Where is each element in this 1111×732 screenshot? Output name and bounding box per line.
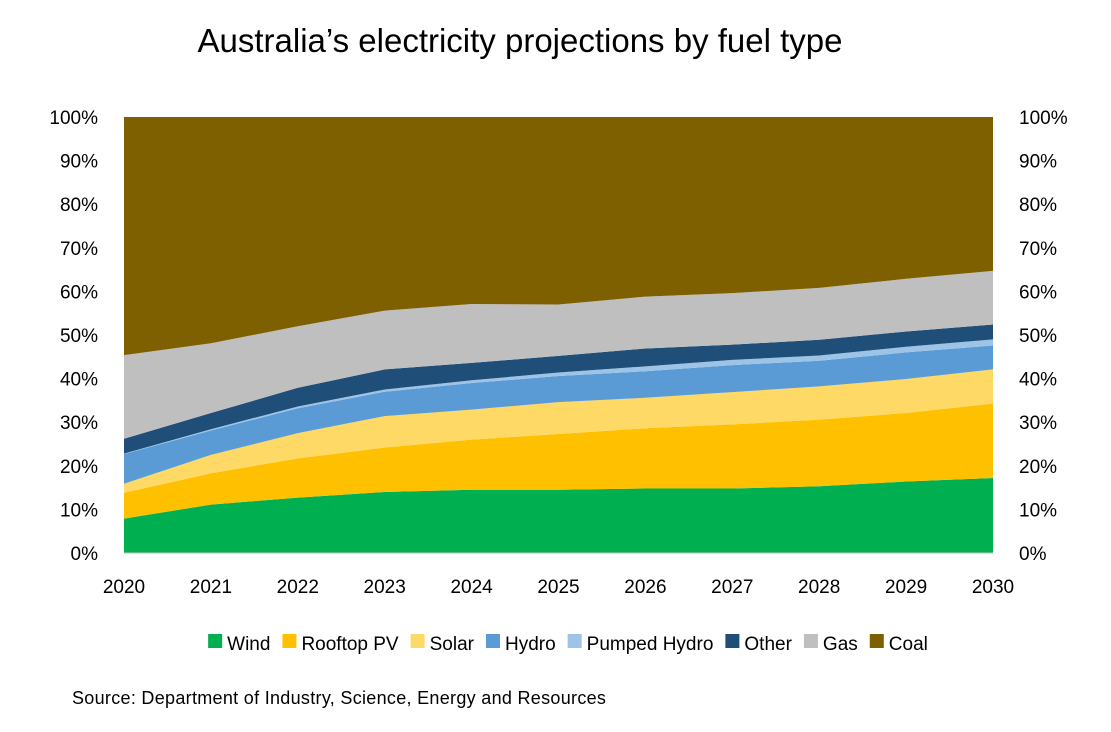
y-tick-label-left: 100% — [49, 108, 98, 129]
x-tick-label: 2028 — [798, 577, 840, 598]
x-tick-label: 2029 — [885, 577, 927, 598]
area-gas — [124, 270, 993, 439]
legend-swatch-pumped-hydro — [567, 634, 582, 648]
legend-label: Gas — [823, 634, 858, 655]
area-layers — [124, 117, 993, 553]
legend-swatch-gas — [803, 634, 818, 648]
area-solar — [124, 369, 993, 493]
y-tick-label-right: 50% — [1019, 326, 1057, 347]
y-tick-label-left: 70% — [60, 239, 98, 260]
legend-swatch-rooftop-pv — [282, 634, 297, 648]
area-pumped-hydro — [124, 339, 993, 454]
area-other — [124, 324, 993, 454]
legend-swatch-hydro — [485, 634, 500, 648]
y-tick-label-right: 10% — [1019, 500, 1057, 521]
x-tick-label: 2026 — [624, 577, 666, 598]
legend-swatch-solar — [410, 634, 425, 648]
legend-label: Rooftop PV — [301, 634, 398, 655]
legend-label: Hydro — [505, 634, 556, 655]
x-tick-label: 2027 — [711, 577, 753, 598]
y-tick-label-left: 30% — [60, 413, 98, 434]
y-tick-label-left: 40% — [60, 370, 98, 391]
x-tick-label: 2030 — [972, 577, 1014, 598]
y-tick-label-left: 10% — [60, 500, 98, 521]
legend-label: Wind — [227, 634, 270, 655]
y-tick-label-left: 0% — [71, 544, 99, 565]
y-tick-label-right: 80% — [1019, 195, 1057, 216]
chart-title: Australia’s electricity projections by f… — [197, 22, 843, 59]
legend: Wind Rooftop PV Solar Hydro Pumped Hydro Othe… — [208, 634, 928, 655]
y-tick-label-right: 90% — [1019, 152, 1057, 173]
area-rooftop-pv — [124, 403, 993, 519]
y-tick-label-left: 60% — [60, 282, 98, 303]
x-tick-label: 2023 — [364, 577, 406, 598]
legend-label: Other — [744, 634, 792, 655]
x-tick-label: 2020 — [103, 577, 145, 598]
x-tick-label: 2025 — [537, 577, 579, 598]
y-tick-label-right: 40% — [1019, 370, 1057, 391]
y-tick-label-left: 50% — [60, 326, 98, 347]
legend-label: Coal — [889, 634, 928, 655]
area-coal — [124, 117, 993, 356]
y-tick-label-left: 80% — [60, 195, 98, 216]
legend-swatch-other — [725, 634, 740, 648]
area-wind — [124, 478, 993, 553]
y-tick-label-right: 60% — [1019, 282, 1057, 303]
legend-swatch-coal — [869, 634, 884, 648]
x-tick-label: 2021 — [190, 577, 232, 598]
legend-label: Pumped Hydro — [587, 634, 714, 655]
source-note: Source: Department of Industry, Science,… — [72, 688, 607, 708]
x-tick-label: 2022 — [277, 577, 319, 598]
x-tick-label: 2024 — [450, 577, 493, 598]
y-tick-label-right: 30% — [1019, 413, 1057, 434]
axes: 0% 0% 10% 10% 20% 20% 30% 30% 40% 40% 50% 50% 60% 60%… — [49, 108, 1067, 598]
y-tick-label-right: 70% — [1019, 239, 1057, 260]
y-tick-label-left: 90% — [60, 152, 98, 173]
y-tick-label-right: 20% — [1019, 457, 1057, 478]
legend-label: Solar — [430, 634, 475, 655]
y-tick-label-right: 0% — [1019, 544, 1047, 565]
area-hydro — [124, 345, 993, 484]
y-tick-label-right: 100% — [1019, 108, 1068, 129]
legend-swatch-wind — [208, 634, 223, 648]
y-tick-label-left: 20% — [60, 457, 98, 478]
